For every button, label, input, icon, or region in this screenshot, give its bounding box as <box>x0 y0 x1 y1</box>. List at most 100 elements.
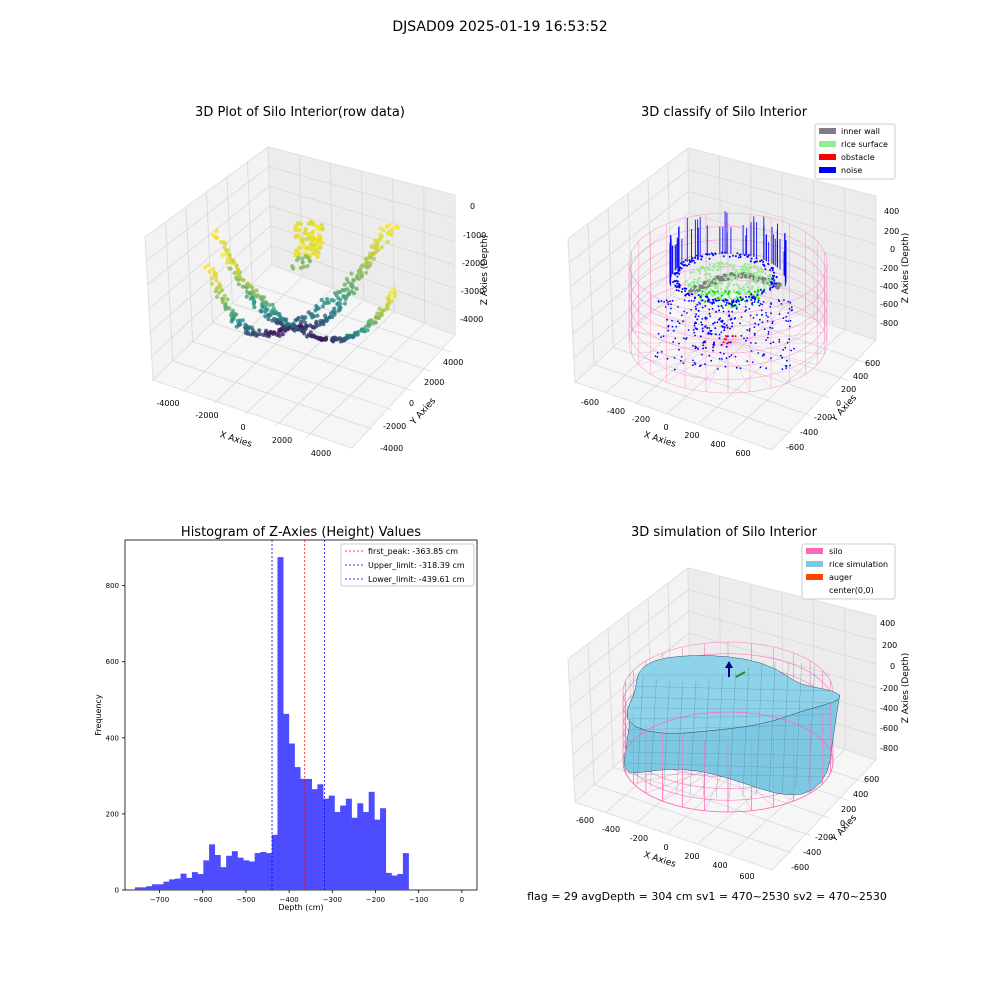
noise-point <box>692 344 694 347</box>
rice-surface-point <box>756 286 760 289</box>
raw-data-point <box>323 313 328 318</box>
gridline <box>613 346 811 416</box>
noise-point <box>767 316 769 318</box>
noise-point <box>748 295 751 298</box>
rice-surface-point <box>769 275 773 278</box>
rice-surface-point <box>738 292 741 295</box>
rice-surface-point <box>711 290 714 293</box>
simulation-x-axis-label: X Axies <box>642 850 677 870</box>
rice-surface-point <box>755 281 758 285</box>
noise-point <box>783 299 785 301</box>
noise-point <box>725 345 728 348</box>
raw-data-point <box>388 290 393 295</box>
noise-point <box>671 319 673 322</box>
noise-point <box>764 268 767 271</box>
noise-point <box>771 269 774 272</box>
raw-data-point <box>315 313 320 318</box>
noise-point <box>694 334 697 337</box>
noise-point <box>682 261 685 263</box>
rice-surface-point <box>701 290 704 293</box>
noise-point <box>751 301 754 304</box>
raw-data-point <box>227 306 232 311</box>
rice-simulation-mesh <box>627 685 831 692</box>
raw-data-point <box>353 331 358 336</box>
noise-point <box>711 307 714 310</box>
rice-surface-point <box>741 270 744 273</box>
noise-point <box>756 293 759 296</box>
rice-surface-point <box>701 267 704 270</box>
rice-surface-point <box>714 285 717 288</box>
raw-data-point <box>299 237 305 242</box>
noise-point <box>685 338 687 340</box>
rice-surface-point <box>696 284 699 287</box>
rice-surface-point <box>753 290 757 293</box>
legend-label-obstacle: obstacle <box>841 153 875 162</box>
rice-surface-point <box>709 275 712 279</box>
raw-data-point <box>369 255 374 260</box>
obstacle-point <box>727 341 730 344</box>
raw-data-point <box>338 336 343 341</box>
raw-data-point <box>303 254 308 259</box>
noise-point <box>787 300 790 303</box>
noise-point <box>684 290 687 292</box>
noise-point <box>712 301 715 304</box>
histogram-bar <box>277 557 284 890</box>
noise-point <box>701 306 704 309</box>
raw-data-point <box>214 235 220 240</box>
classify-z-tick-label: -600 <box>880 300 898 309</box>
raw-data-point <box>303 227 309 232</box>
noise-point <box>688 263 690 266</box>
noise-point <box>701 299 704 302</box>
noise-point <box>701 323 703 326</box>
raw-data-point <box>254 288 259 293</box>
rice-surface-point <box>703 267 706 270</box>
noise-point <box>739 367 742 370</box>
inner-wall-point <box>778 282 782 287</box>
noise-point <box>685 287 688 290</box>
rice-surface-point <box>726 284 730 287</box>
noise-point <box>712 322 715 325</box>
histogram-x-tick-label: −600 <box>193 896 212 904</box>
histogram-bar <box>345 798 352 890</box>
noise-point <box>762 353 765 355</box>
histogram-x-tick-label: −400 <box>280 896 299 904</box>
rice-surface-point <box>748 281 751 284</box>
noise-point <box>675 271 677 274</box>
gridline <box>667 308 784 414</box>
noise-point <box>785 367 787 369</box>
rice-surface-point <box>747 271 750 275</box>
rice-surface-point <box>710 293 713 296</box>
histogram-bar <box>169 879 176 890</box>
noise-point <box>724 251 727 254</box>
legend-label-auger: auger <box>829 573 853 582</box>
noise-point <box>694 327 697 330</box>
noise-point <box>723 322 726 325</box>
noise-point <box>683 310 686 313</box>
noise-point <box>675 285 678 288</box>
noise-point <box>755 257 758 260</box>
simulation-auger-marker <box>725 661 733 677</box>
raw-data-point <box>250 332 255 337</box>
raw-data-point <box>392 286 397 291</box>
silo-floor-spoke <box>727 321 818 344</box>
rice-surface-point <box>716 297 720 300</box>
raw-data-point <box>244 282 249 287</box>
noise-point <box>678 273 681 275</box>
noise-point <box>675 289 678 292</box>
noise-point <box>700 258 703 261</box>
noise-point <box>761 303 763 306</box>
raw-plot-title: 3D Plot of Silo Interior(row data) <box>195 105 405 120</box>
classify-y-tick-label: -200 <box>814 413 832 422</box>
noise-point <box>709 315 712 318</box>
noise-point <box>753 334 756 336</box>
rice-surface-point <box>757 297 760 300</box>
rice-surface-point <box>699 265 703 269</box>
rice-simulation-mesh <box>627 739 831 742</box>
raw-x-tick-label: 4000 <box>311 449 331 458</box>
noise-point <box>780 354 782 357</box>
raw-data-point <box>223 241 228 246</box>
raw-data-point <box>209 281 214 286</box>
noise-point <box>730 304 733 307</box>
rice-surface-point <box>765 279 768 282</box>
raw-data-point <box>263 303 268 309</box>
